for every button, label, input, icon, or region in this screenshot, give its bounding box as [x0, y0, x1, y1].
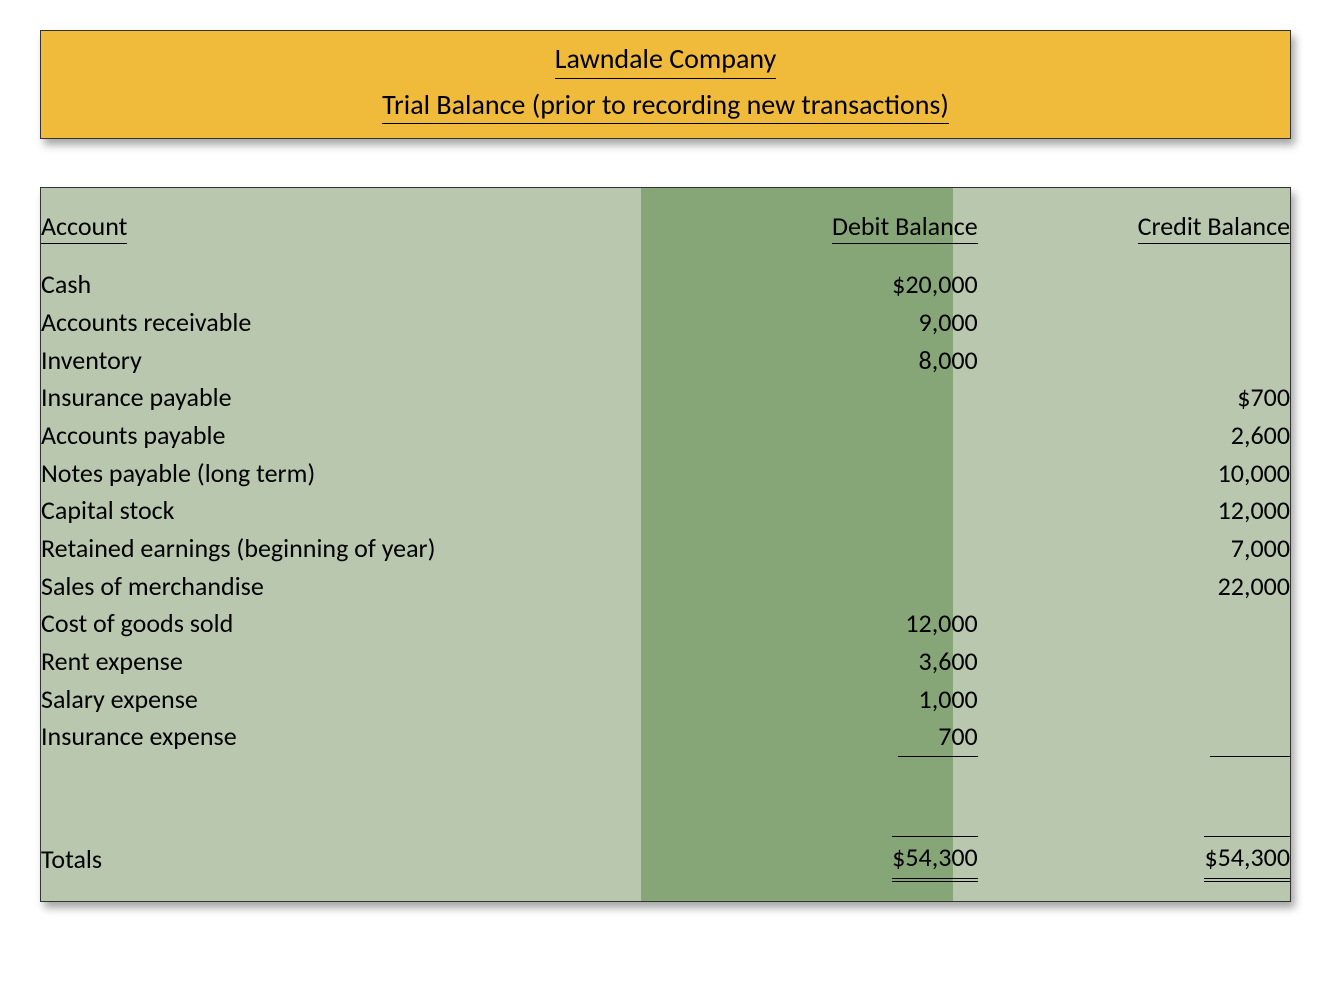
table-row: Salary expense1,000: [41, 681, 1290, 719]
table-row: Rent expense3,600: [41, 643, 1290, 681]
col-header-account: Account: [41, 210, 127, 244]
col-header-credit: Credit Balance: [1138, 210, 1290, 244]
credit-cell: 2,600: [978, 417, 1290, 455]
account-cell: Notes payable (long term): [41, 455, 641, 493]
table-row: Insurance payable $700: [41, 379, 1290, 417]
totals-credit: $54,300: [1204, 838, 1290, 879]
credit-subtotal-rule: [1210, 756, 1290, 757]
account-cell: Capital stock: [41, 492, 641, 530]
credit-cell: 7,000: [978, 530, 1290, 568]
account-cell: Cash: [41, 266, 641, 304]
table-row: Notes payable (long term) 10,000: [41, 455, 1290, 493]
debit-cell: 9,000: [641, 304, 978, 342]
account-cell: Accounts payable: [41, 417, 641, 455]
trial-balance-table: Account Debit Balance Credit Balance Cas…: [41, 188, 1290, 900]
table-row: Inventory8,000: [41, 342, 1290, 380]
credit-cell: [978, 342, 1290, 380]
account-cell: Cost of goods sold: [41, 605, 641, 643]
debit-cell: 3,600: [641, 643, 978, 681]
debit-cell: 12,000: [641, 605, 978, 643]
account-cell: Retained earnings (beginning of year): [41, 530, 641, 568]
table-row: Cost of goods sold12,000: [41, 605, 1290, 643]
credit-cell: 10,000: [978, 455, 1290, 493]
col-header-debit: Debit Balance: [832, 210, 978, 244]
debit-cell: [641, 492, 978, 530]
table-header-row: Account Debit Balance Credit Balance: [41, 210, 1290, 244]
debit-cell: 8,000: [641, 342, 978, 380]
account-cell: Accounts receivable: [41, 304, 641, 342]
table-row: Accounts receivable9,000: [41, 304, 1290, 342]
debit-cell: 1,000: [641, 681, 978, 719]
totals-label: Totals: [41, 838, 641, 879]
title-header: Lawndale Company Trial Balance (prior to…: [40, 30, 1291, 139]
totals-row: Totals $54,300 $54,300: [41, 838, 1290, 879]
debit-cell: $20,000: [641, 266, 978, 304]
credit-cell: 12,000: [978, 492, 1290, 530]
credit-cell: [978, 681, 1290, 719]
debit-cell: [641, 379, 978, 417]
company-name: Lawndale Company: [555, 42, 777, 79]
totals-debit: $54,300: [892, 838, 978, 879]
account-cell: Rent expense: [41, 643, 641, 681]
debit-subtotal-rule: [898, 756, 978, 757]
credit-cell: [978, 266, 1290, 304]
debit-cell: [641, 530, 978, 568]
credit-cell: [978, 643, 1290, 681]
debit-cell: [641, 455, 978, 493]
subtotal-rule-row: [41, 756, 1290, 794]
table-row: Accounts payable 2,600: [41, 417, 1290, 455]
account-cell: Insurance payable: [41, 379, 641, 417]
credit-cell: [978, 718, 1290, 756]
credit-cell: [978, 605, 1290, 643]
account-cell: Inventory: [41, 342, 641, 380]
credit-cell: 22,000: [978, 568, 1290, 606]
table-row: Cash$20,000: [41, 266, 1290, 304]
table-row: Insurance expense700: [41, 718, 1290, 756]
debit-cell: [641, 417, 978, 455]
table-row: Sales of merchandise 22,000: [41, 568, 1290, 606]
report-subtitle: Trial Balance (prior to recording new tr…: [382, 88, 949, 125]
credit-cell: [978, 304, 1290, 342]
debit-cell: [641, 568, 978, 606]
table-row: Retained earnings (beginning of year) 7,0…: [41, 530, 1290, 568]
account-cell: Sales of merchandise: [41, 568, 641, 606]
credit-cell: $700: [978, 379, 1290, 417]
table-row: Capital stock 12,000: [41, 492, 1290, 530]
account-cell: Salary expense: [41, 681, 641, 719]
trial-balance-panel: Account Debit Balance Credit Balance Cas…: [40, 187, 1291, 901]
account-cell: Insurance expense: [41, 718, 641, 756]
debit-cell: 700: [641, 718, 978, 756]
